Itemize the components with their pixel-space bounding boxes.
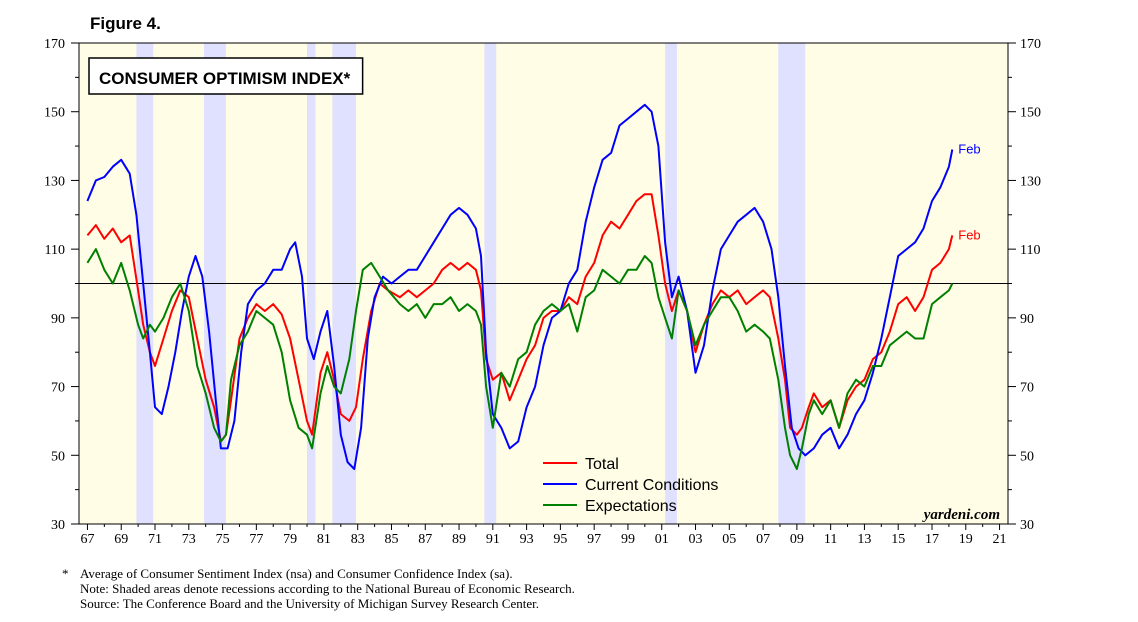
x-tick-label: 69	[114, 532, 128, 547]
x-tick-label: 71	[148, 532, 162, 547]
x-tick-label: 19	[959, 532, 973, 547]
note-line-1: Average of Consumer Sentiment Index (nsa…	[80, 566, 513, 581]
y-tick-label-right: 130	[1020, 174, 1041, 189]
note-source: Source: The Conference Board and the Uni…	[62, 596, 575, 611]
watermark: yardeni.com	[922, 507, 1000, 523]
note-recessions: Note: Shaded areas denote recessions acc…	[62, 581, 575, 596]
x-tick-label: 21	[993, 532, 1007, 547]
x-tick-label: 99	[621, 532, 635, 547]
note-asterisk: *	[62, 566, 69, 581]
x-tick-label: 03	[689, 532, 703, 547]
y-tick-label-right: 30	[1020, 518, 1034, 533]
x-tick-label: 97	[587, 532, 601, 547]
end-label: Feb	[958, 227, 980, 242]
chart-title-box	[88, 57, 364, 95]
note-footnote: * Average of Consumer Sentiment Index (ns…	[62, 566, 575, 581]
end-label: Feb	[958, 142, 980, 157]
y-tick-label-right: 110	[1020, 243, 1040, 258]
y-tick-label-left: 30	[51, 518, 65, 533]
x-tick-label: 01	[655, 532, 669, 547]
y-tick-label-right: 90	[1020, 312, 1034, 327]
x-tick-label: 15	[891, 532, 905, 547]
legend-label: Expectations	[585, 498, 677, 515]
x-tick-label: 89	[452, 532, 466, 547]
x-tick-label: 81	[317, 532, 331, 547]
x-tick-label: 79	[283, 532, 297, 547]
y-tick-label-right: 150	[1020, 106, 1041, 121]
y-tick-label-left: 50	[51, 449, 65, 464]
x-tick-label: 13	[857, 532, 871, 547]
x-tick-label: 11	[824, 532, 837, 547]
legend-label: Total	[585, 456, 619, 473]
x-tick-label: 95	[553, 532, 567, 547]
series-line-expectations	[86, 248, 954, 470]
chart-title: CONSUMER OPTIMISM INDEX*	[99, 69, 351, 88]
figure-label: Figure 4.	[90, 14, 161, 33]
x-tick-label: 93	[520, 532, 534, 547]
x-tick-label: 85	[384, 532, 398, 547]
y-tick-label-left: 70	[51, 381, 65, 396]
x-tick-label: 91	[486, 532, 500, 547]
x-tick-label: 09	[790, 532, 804, 547]
x-tick-label: 87	[418, 532, 432, 547]
x-tick-label: 83	[351, 532, 365, 547]
y-tick-label-left: 170	[44, 37, 65, 52]
x-tick-label: 73	[182, 532, 196, 547]
note-line-3: Source: The Conference Board and the Uni…	[80, 596, 539, 611]
x-tick-label: 05	[722, 532, 736, 547]
y-tick-label-right: 50	[1020, 449, 1034, 464]
x-tick-label: 07	[756, 532, 770, 547]
legend-label: Current Conditions	[585, 477, 718, 494]
chart-notes: * Average of Consumer Sentiment Index (ns…	[62, 566, 575, 611]
note-line-2: Note: Shaded areas denote recessions acc…	[80, 581, 575, 596]
y-tick-label-right: 170	[1020, 37, 1041, 52]
x-tick-label: 75	[216, 532, 230, 547]
y-tick-label-left: 150	[44, 106, 65, 121]
y-tick-label-left: 130	[44, 174, 65, 189]
x-tick-label: 17	[925, 532, 939, 547]
x-tick-label: 67	[80, 532, 94, 547]
y-tick-label-left: 90	[51, 312, 65, 327]
y-tick-label-left: 110	[45, 243, 65, 258]
x-tick-label: 77	[249, 532, 263, 547]
y-tick-label-right: 70	[1020, 381, 1034, 396]
